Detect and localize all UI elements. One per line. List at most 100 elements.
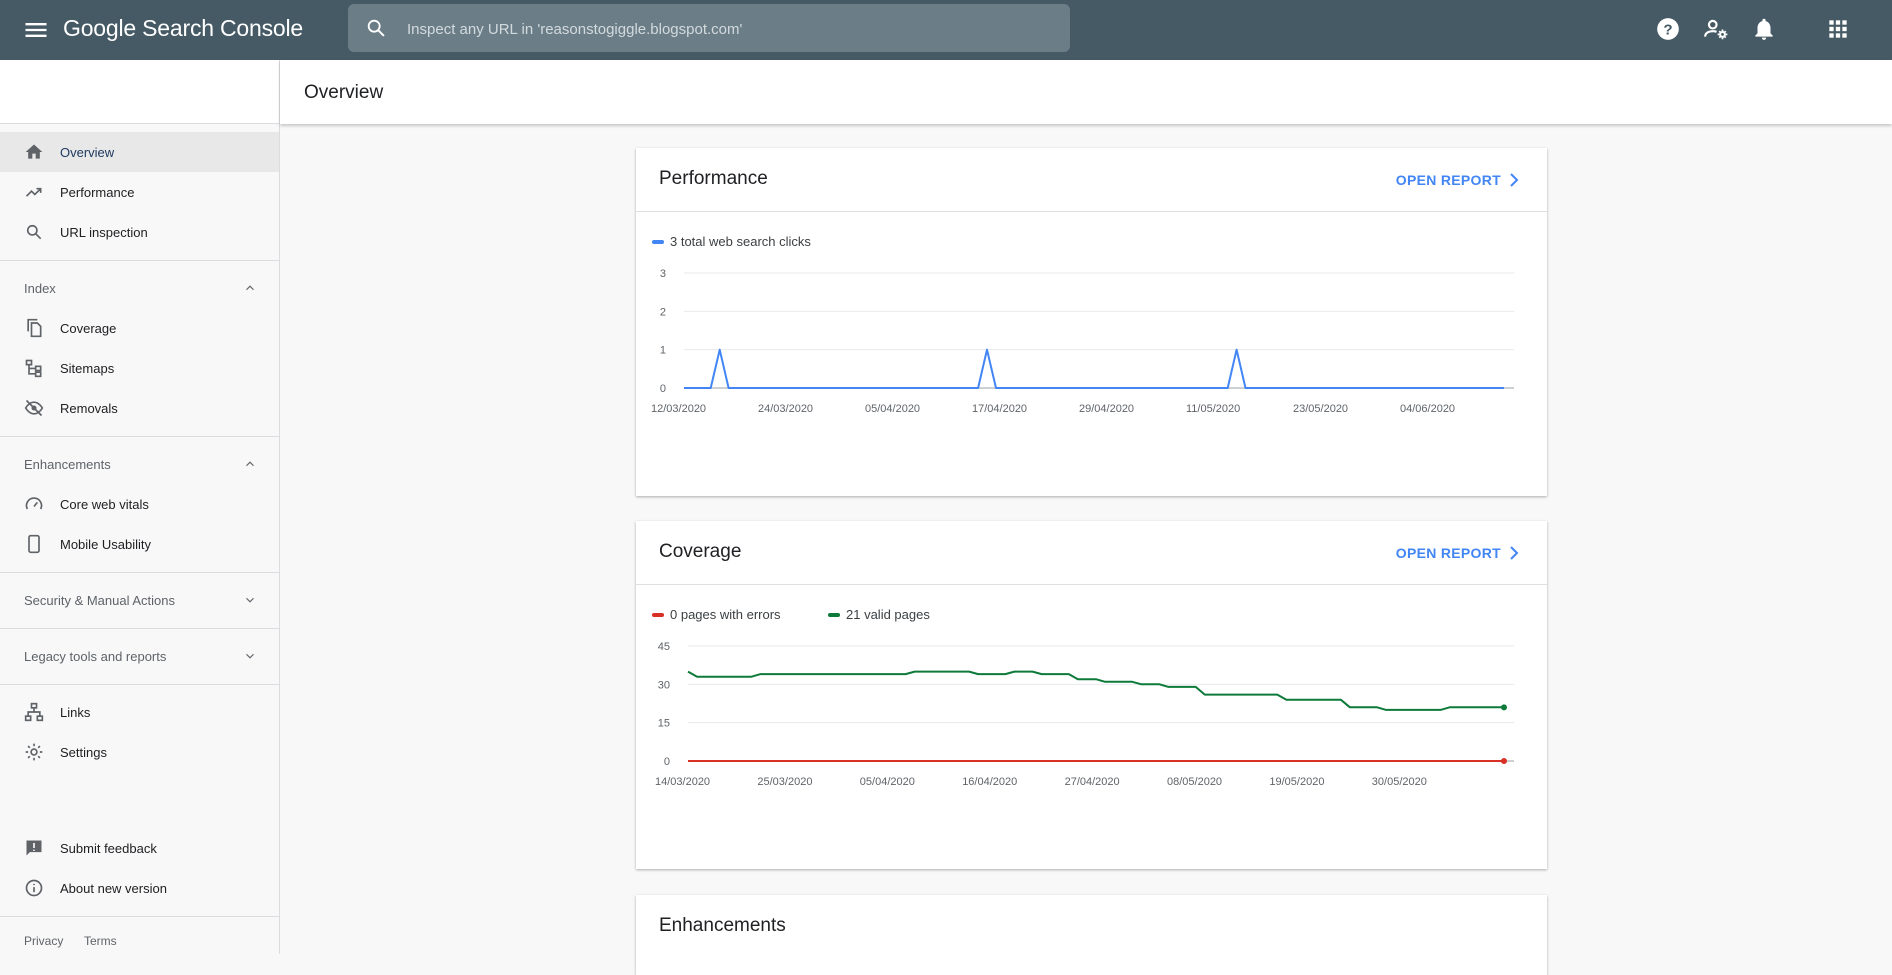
sidebar-item-about-new-version[interactable]: About new version xyxy=(0,868,279,908)
x-tick-label: 17/04/2020 xyxy=(972,403,1027,415)
legend-label: 0 pages with errors xyxy=(670,607,781,622)
divider xyxy=(0,123,279,124)
trending-up-icon xyxy=(24,182,44,202)
section-legacy-toggle[interactable]: Legacy tools and reports xyxy=(0,636,279,676)
legend-label: 21 valid pages xyxy=(846,607,930,622)
x-tick-label: 19/05/2020 xyxy=(1269,776,1324,788)
chevron-right-icon xyxy=(1510,546,1519,560)
sidebar-item-url-inspection[interactable]: URL inspection xyxy=(0,212,279,252)
series-endpoint xyxy=(1501,758,1507,764)
y-tick-label: 3 xyxy=(660,268,666,280)
sidebar-item-label: URL inspection xyxy=(60,224,148,240)
notifications-icon[interactable] xyxy=(1751,16,1777,42)
sidebar-item-label: Core web vitals xyxy=(60,496,149,512)
svg-text:?: ? xyxy=(1663,21,1672,38)
sidebar-item-label: About new version xyxy=(60,880,167,896)
app-logo[interactable]: Google Search Console xyxy=(63,15,304,41)
divider xyxy=(636,211,1547,212)
sidebar-item-label: Settings xyxy=(60,744,107,760)
sidebar-item-submit-feedback[interactable]: Submit feedback xyxy=(0,828,279,868)
open-report-label: OPEN REPORT xyxy=(1395,172,1501,188)
sidebar-item-settings[interactable]: Settings xyxy=(0,732,279,772)
divider xyxy=(0,572,279,573)
section-label: Enhancements xyxy=(24,456,111,472)
info-icon xyxy=(24,878,44,898)
sidebar: Overview Performance URL inspection Inde… xyxy=(0,60,280,954)
series-line xyxy=(684,348,1504,389)
feedback-icon xyxy=(24,838,44,858)
y-tick-label: 0 xyxy=(660,383,666,395)
sidebar-item-label: Performance xyxy=(60,184,135,200)
manage-users-icon[interactable] xyxy=(1703,16,1729,42)
sidebar-item-label: Sitemaps xyxy=(60,360,115,376)
privacy-link[interactable]: Privacy xyxy=(24,934,64,948)
x-tick-label: 08/05/2020 xyxy=(1167,776,1222,788)
section-index-toggle[interactable]: Index xyxy=(0,268,279,308)
x-tick-label: 24/03/2020 xyxy=(758,403,813,415)
performance-chart: 0 1 2 3 12/03/2020 24/03/2020 05/04/2020 17/04/… xyxy=(651,268,1514,415)
home-icon xyxy=(24,142,44,162)
chevron-up-icon xyxy=(246,461,254,467)
visibility-off-icon xyxy=(24,398,44,418)
open-report-button[interactable]: OPEN REPORT xyxy=(1396,172,1519,188)
apps-icon[interactable] xyxy=(1825,16,1851,42)
section-enhancements-toggle[interactable]: Enhancements xyxy=(0,444,279,484)
sidebar-item-mobile-usability[interactable]: Mobile Usability xyxy=(0,524,279,564)
terms-link[interactable]: Terms xyxy=(84,934,117,948)
open-report-button[interactable]: OPEN REPORT xyxy=(1396,545,1519,561)
gear-icon xyxy=(24,742,44,762)
sidebar-item-removals[interactable]: Removals xyxy=(0,388,279,428)
legend-swatch xyxy=(652,239,664,244)
legend-swatch xyxy=(652,612,664,617)
sidebar-item-label: Mobile Usability xyxy=(60,536,152,552)
legend-item[interactable]: 3 total web search clicks xyxy=(652,234,811,249)
card-title: Performance xyxy=(659,168,768,189)
smartphone-icon xyxy=(24,534,44,554)
section-security-toggle[interactable]: Security & Manual Actions xyxy=(0,580,279,620)
links-icon xyxy=(24,702,44,722)
section-label: Index xyxy=(24,280,56,296)
sidebar-item-coverage[interactable]: Coverage xyxy=(0,308,279,348)
legend-item[interactable]: 21 valid pages xyxy=(828,607,930,622)
url-inspect-search[interactable] xyxy=(348,4,1070,52)
sidebar-item-core-web-vitals[interactable]: Core web vitals xyxy=(0,484,279,524)
divider xyxy=(0,436,279,437)
x-tick-label: 11/05/2020 xyxy=(1186,403,1240,415)
legend-swatch xyxy=(828,612,840,617)
file-copy-icon xyxy=(24,318,44,338)
property-selector-area xyxy=(0,60,279,124)
divider xyxy=(0,260,279,261)
y-tick-label: 2 xyxy=(660,306,666,318)
divider xyxy=(0,628,279,629)
search-input[interactable] xyxy=(405,14,1049,44)
series-line xyxy=(687,670,1504,711)
card-title: Coverage xyxy=(659,541,742,562)
x-tick-label: 04/06/2020 xyxy=(1400,403,1455,415)
menu-icon[interactable] xyxy=(22,16,50,44)
y-tick-label: 15 xyxy=(658,718,670,730)
chevron-down-icon xyxy=(246,597,254,603)
section-label: Security & Manual Actions xyxy=(24,592,176,608)
legend-item[interactable]: 0 pages with errors xyxy=(652,607,781,622)
x-tick-label: 14/03/2020 xyxy=(655,776,710,788)
help-icon[interactable]: ? xyxy=(1655,16,1681,42)
sidebar-item-performance[interactable]: Performance xyxy=(0,172,279,212)
x-tick-label: 16/04/2020 xyxy=(962,776,1017,788)
performance-card: Performance OPEN REPORT 3 total web sear… xyxy=(636,148,1547,496)
sidebar-item-label: Removals xyxy=(60,400,118,416)
sidebar-item-label: Overview xyxy=(60,144,115,160)
y-tick-label: 30 xyxy=(658,679,670,691)
sidebar-item-label: Links xyxy=(60,704,91,720)
sidebar-item-overview[interactable]: Overview xyxy=(0,132,279,172)
sidebar-item-links[interactable]: Links xyxy=(0,692,279,732)
sidebar-item-label: Submit feedback xyxy=(60,840,157,856)
enhancements-card: Enhancements xyxy=(636,895,1547,975)
legend-label: 3 total web search clicks xyxy=(670,234,811,249)
top-app-bar: Google Search Console ? xyxy=(0,0,1892,60)
open-report-label: OPEN REPORT xyxy=(1395,545,1501,561)
x-tick-label: 29/04/2020 xyxy=(1079,403,1134,415)
sitemap-icon xyxy=(24,358,44,378)
sidebar-item-sitemaps[interactable]: Sitemaps xyxy=(0,348,279,388)
speed-icon xyxy=(24,494,44,514)
divider xyxy=(636,584,1547,585)
